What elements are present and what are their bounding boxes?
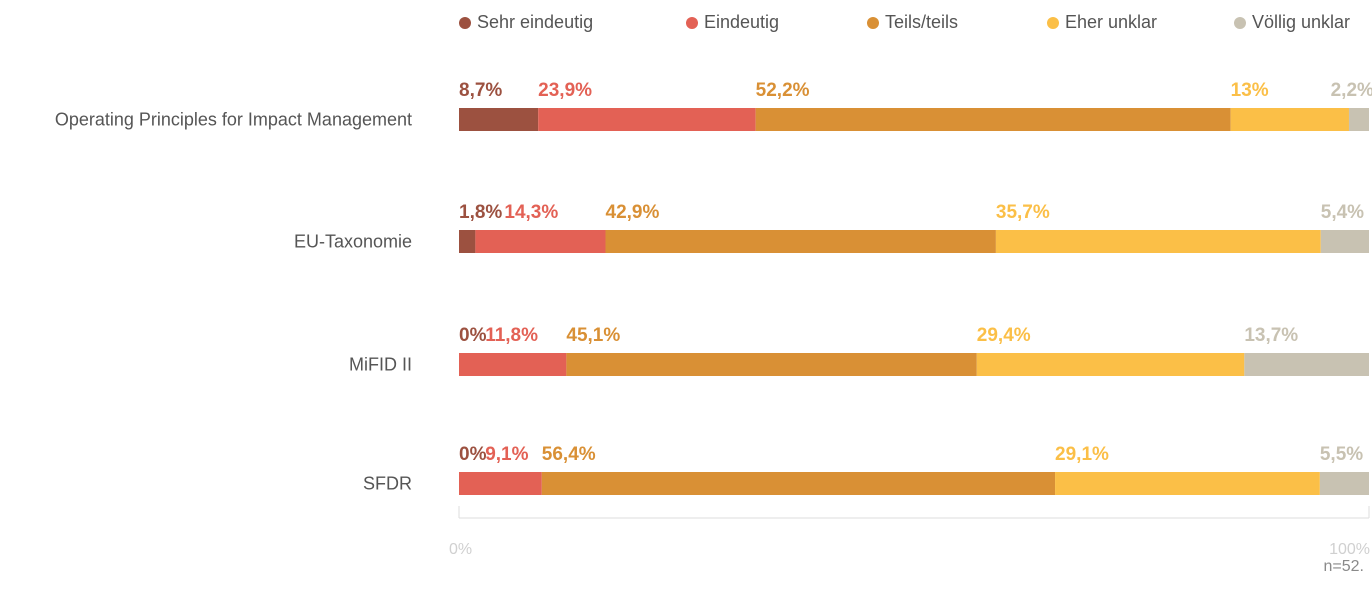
value-label: 1,8% xyxy=(459,202,502,223)
bar-segment xyxy=(459,108,539,131)
x-tick-label: 0% xyxy=(449,541,472,558)
sample-size-note: n=52. xyxy=(1323,558,1364,575)
bar-segment xyxy=(995,230,1321,253)
bar-segment xyxy=(459,472,542,495)
bar-segment xyxy=(1055,472,1320,495)
value-label: 13% xyxy=(1231,80,1269,101)
category-label: SFDR xyxy=(363,474,412,494)
value-label: 2,2% xyxy=(1331,80,1372,101)
value-label: 29,1% xyxy=(1055,444,1109,465)
bar-segment xyxy=(605,230,996,253)
legend-swatch xyxy=(686,16,698,29)
value-label: 0% xyxy=(459,325,487,346)
bar-segment xyxy=(538,108,756,131)
value-label: 45,1% xyxy=(566,325,620,346)
legend-item: Sehr eindeutig xyxy=(459,12,593,33)
value-label: 56,4% xyxy=(542,444,596,465)
value-label: 35,7% xyxy=(996,202,1050,223)
value-label: 0% xyxy=(459,444,487,465)
legend-item: Eher unklar xyxy=(1047,12,1157,33)
value-label: 8,7% xyxy=(459,80,502,101)
value-label: 52,2% xyxy=(756,80,810,101)
legend-swatch xyxy=(1234,16,1246,29)
x-tick-label: 100% xyxy=(1329,541,1370,558)
legend-label: Völlig unklar xyxy=(1252,12,1351,32)
legend-swatch xyxy=(867,16,879,29)
value-label: 14,3% xyxy=(504,202,558,223)
legend: Sehr eindeutig Eindeutig Teils/teils Eher u… xyxy=(459,12,1372,38)
legend-label: Sehr eindeutig xyxy=(477,12,594,32)
bar-segment xyxy=(459,353,567,376)
category-label: MiFID II xyxy=(349,355,412,375)
legend-item: Eindeutig xyxy=(686,12,779,33)
bar-segment xyxy=(541,472,1056,495)
bar-segment xyxy=(459,230,476,253)
category-label: EU-Taxonomie xyxy=(294,232,412,252)
legend-item: Teils/teils xyxy=(867,12,958,33)
bar-segment xyxy=(755,108,1231,131)
bar-segment xyxy=(475,230,606,253)
bar-segment xyxy=(566,353,977,376)
bar-segment xyxy=(1230,108,1349,131)
category-label: Operating Principles for Impact Manageme… xyxy=(55,110,412,130)
legend-label: Eher unklar xyxy=(1065,12,1158,32)
bar-segment xyxy=(1319,472,1369,495)
value-label: 5,5% xyxy=(1320,444,1363,465)
legend-label: Eindeutig xyxy=(704,12,780,32)
value-label: 29,4% xyxy=(977,325,1031,346)
value-label: 13,7% xyxy=(1244,325,1298,346)
bar-segment xyxy=(1348,108,1369,131)
value-label: 23,9% xyxy=(538,80,592,101)
value-label: 11,8% xyxy=(485,325,538,346)
legend-item: Völlig unklar xyxy=(1234,12,1350,33)
bar-segment xyxy=(1244,353,1369,376)
value-label: 5,4% xyxy=(1321,202,1364,223)
legend-label: Teils/teils xyxy=(885,12,959,32)
bar-segment xyxy=(976,353,1245,376)
legend-swatch xyxy=(459,16,471,29)
value-label: 42,9% xyxy=(606,202,660,223)
legend-swatch xyxy=(1047,16,1059,29)
value-label: 9,1% xyxy=(485,444,528,465)
bar-segment xyxy=(1320,230,1369,253)
